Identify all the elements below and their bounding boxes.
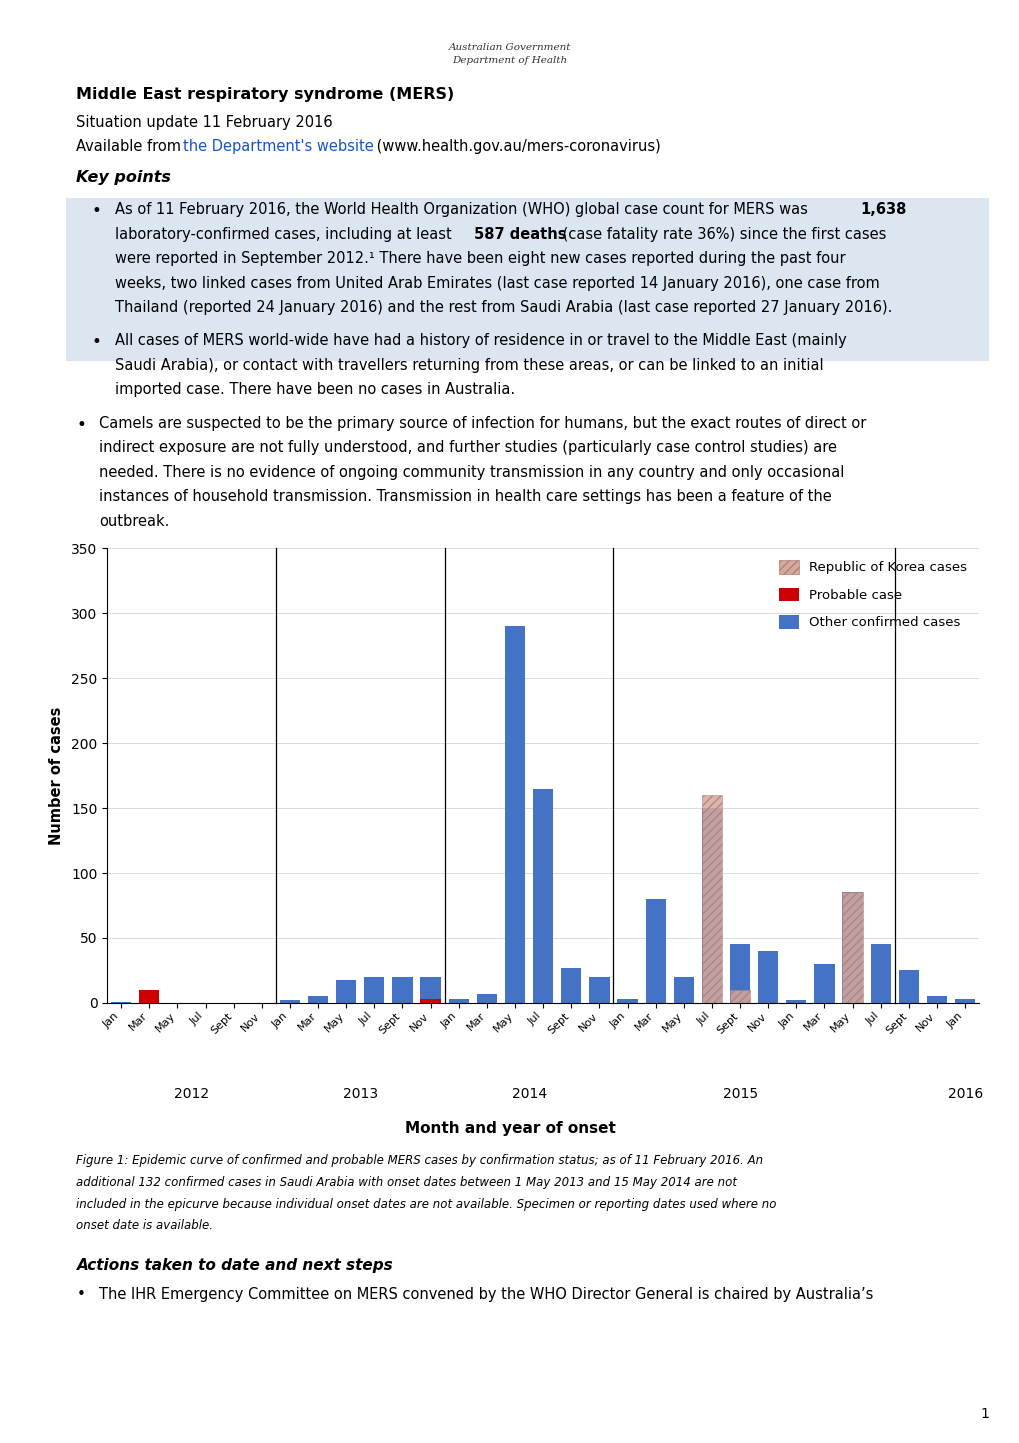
Bar [476, 994, 496, 1003]
Bar [954, 999, 974, 1003]
Text: •: • [76, 416, 87, 433]
Text: the Department's website: the Department's website [182, 139, 373, 153]
Text: Australian Government: Australian Government [448, 43, 571, 52]
Bar [673, 977, 693, 1003]
Text: 1: 1 [979, 1407, 988, 1421]
Bar [504, 626, 525, 1003]
Text: onset date is available.: onset date is available. [76, 1219, 213, 1232]
Bar [308, 996, 328, 1003]
Text: needed. There is no evidence of ongoing community transmission in any country an: needed. There is no evidence of ongoing … [99, 465, 844, 479]
Text: Available from: Available from [76, 139, 185, 153]
Text: Month and year of onset: Month and year of onset [405, 1121, 614, 1136]
Bar [139, 990, 159, 1003]
Text: 2012: 2012 [174, 1087, 209, 1101]
Bar [392, 977, 413, 1003]
Text: (www.health.gov.au/mers-coronavirus): (www.health.gov.au/mers-coronavirus) [372, 139, 660, 153]
Bar [898, 970, 918, 1003]
Text: Middle East respiratory syndrome (MERS): Middle East respiratory syndrome (MERS) [76, 87, 454, 101]
Text: Key points: Key points [76, 170, 171, 185]
Text: were reported in September 2012.¹ There have been eight new cases reported durin: were reported in September 2012.¹ There … [115, 251, 845, 266]
Bar [701, 808, 721, 1003]
Bar [560, 968, 581, 1003]
Bar [870, 944, 890, 1003]
Text: instances of household transmission. Transmission in health care settings has be: instances of household transmission. Tra… [99, 489, 830, 504]
Text: Situation update 11 February 2016: Situation update 11 February 2016 [76, 115, 333, 130]
Text: Department of Health: Department of Health [452, 56, 567, 65]
Bar [786, 1000, 806, 1003]
Text: included in the epicurve because individual onset dates are not available. Speci: included in the epicurve because individ… [76, 1198, 776, 1211]
Text: All cases of MERS world-wide have had a history of residence in or travel to the: All cases of MERS world-wide have had a … [115, 333, 846, 348]
Bar [645, 899, 665, 1003]
Bar [757, 951, 777, 1003]
Bar [730, 990, 749, 1003]
Text: •: • [92, 333, 102, 351]
Text: additional 132 confirmed cases in Saudi Arabia with onset dates between 1 May 20: additional 132 confirmed cases in Saudi … [76, 1176, 737, 1189]
Text: 587 deaths: 587 deaths [474, 227, 567, 241]
Bar [842, 892, 862, 1003]
Text: weeks, two linked cases from United Arab Emirates (last case reported 14 January: weeks, two linked cases from United Arab… [115, 276, 879, 290]
Legend: Republic of Korea cases, Probable case, Other confirmed cases: Republic of Korea cases, Probable case, … [773, 556, 972, 635]
Text: Thailand (reported 24 January 2016) and the rest from Saudi Arabia (last case re: Thailand (reported 24 January 2016) and … [115, 300, 892, 315]
Bar [616, 999, 637, 1003]
Bar [730, 944, 749, 1003]
Text: (case fatality rate 36%) since the first cases: (case fatality rate 36%) since the first… [557, 227, 886, 241]
Text: imported case. There have been no cases in Australia.: imported case. There have been no cases … [115, 382, 515, 397]
Text: Figure 1: Epidemic curve of confirmed and probable MERS cases by confirmation st: Figure 1: Epidemic curve of confirmed an… [76, 1154, 763, 1167]
Text: The IHR Emergency Committee on MERS convened by the WHO Director General is chai: The IHR Emergency Committee on MERS conv… [99, 1287, 872, 1302]
Bar [420, 999, 440, 1003]
Text: 2014: 2014 [511, 1087, 546, 1101]
Bar [336, 980, 356, 1003]
Text: 2016: 2016 [947, 1087, 981, 1101]
Bar [139, 1000, 159, 1003]
Bar [279, 1000, 300, 1003]
Bar [420, 977, 440, 1003]
Bar [364, 977, 384, 1003]
Text: outbreak.: outbreak. [99, 514, 169, 528]
Bar [448, 999, 469, 1003]
Bar [926, 996, 947, 1003]
Text: laboratory-confirmed cases, including at least: laboratory-confirmed cases, including at… [115, 227, 457, 241]
Text: As of 11 February 2016, the World Health Organization (WHO) global case count fo: As of 11 February 2016, the World Health… [115, 202, 812, 216]
Text: Actions taken to date and next steps: Actions taken to date and next steps [76, 1258, 393, 1273]
Bar [701, 795, 721, 1003]
Bar [589, 977, 609, 1003]
Text: •: • [76, 1287, 86, 1302]
Text: 2013: 2013 [342, 1087, 377, 1101]
Text: 1,638: 1,638 [859, 202, 905, 216]
Text: Camels are suspected to be the primary source of infection for humans, but the e: Camels are suspected to be the primary s… [99, 416, 865, 430]
Text: •: • [92, 202, 102, 219]
Y-axis label: Number of cases: Number of cases [49, 707, 64, 844]
Text: 2015: 2015 [721, 1087, 757, 1101]
Bar [842, 892, 862, 1003]
Text: indirect exposure are not fully understood, and further studies (particularly ca: indirect exposure are not fully understo… [99, 440, 837, 455]
Text: Saudi Arabia), or contact with travellers returning from these areas, or can be : Saudi Arabia), or contact with traveller… [115, 358, 823, 372]
Bar [813, 964, 834, 1003]
Bar [533, 788, 552, 1003]
